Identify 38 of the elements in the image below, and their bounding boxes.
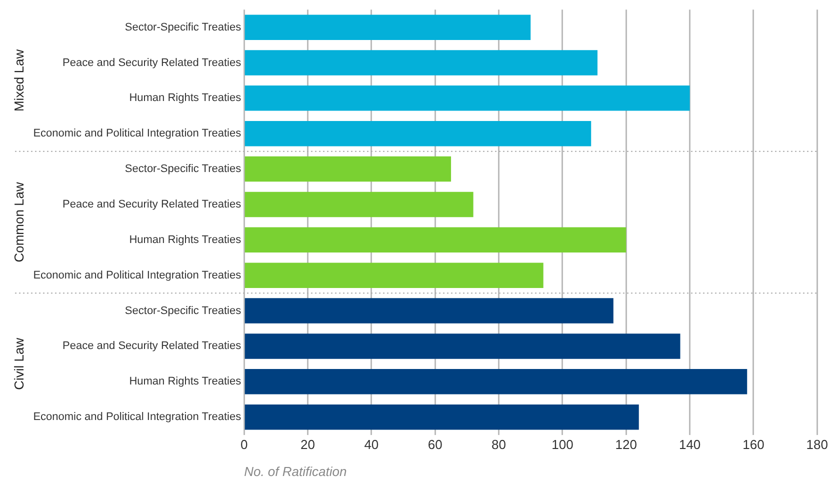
bar <box>244 334 680 359</box>
x-tick-label: 180 <box>806 437 828 452</box>
text: Civil Law <box>12 337 27 390</box>
bar <box>244 192 474 218</box>
y-tick-label: Peace and Security Related Treaties <box>62 56 242 69</box>
x-tick-label: 160 <box>742 437 764 452</box>
text: Common Law <box>12 181 27 262</box>
y-tick-label: Economic and Political Integration Treaties <box>33 128 242 140</box>
y-tick-label: Sector-Specific Treaties <box>124 304 242 317</box>
y-tick-label: Economic and Political Integration Treaties <box>33 269 242 282</box>
x-tick-label: 80 <box>492 437 506 452</box>
y-tick-label: Sector-Specific Treaties <box>124 163 242 176</box>
bar <box>244 86 690 111</box>
x-axis-title: No. of Ratification <box>244 464 347 479</box>
y-tick-label: Peace and Security Related Treaties <box>62 340 242 352</box>
bar <box>244 120 592 146</box>
x-tick-label: 0 <box>240 437 248 452</box>
bar <box>244 14 531 40</box>
y-tick-label: Sector-Specific Treaties <box>124 21 242 34</box>
bar <box>244 369 748 394</box>
x-tick-label: 40 <box>364 437 379 452</box>
bar <box>244 50 598 76</box>
x-tick-label: 140 <box>678 437 701 452</box>
y-tick-label: Human Rights Treaties <box>129 234 242 246</box>
bar <box>244 404 639 430</box>
bar <box>244 227 626 253</box>
x-tick-label: 100 <box>552 437 574 452</box>
y-tick-label: Human Rights Treaties <box>129 92 242 104</box>
bar <box>244 298 614 324</box>
bar <box>244 156 452 182</box>
x-tick-label: 120 <box>615 437 637 452</box>
y-tick-label: Human Rights Treaties <box>129 376 242 388</box>
x-tick-label: 60 <box>428 437 442 452</box>
text: Mixed Law <box>12 48 27 112</box>
x-tick-label: 20 <box>300 437 315 452</box>
bar <box>244 262 544 288</box>
y-tick-label: Peace and Security Related Treaties <box>62 198 242 211</box>
y-tick-label: Economic and Political Integration Treaties <box>33 411 242 424</box>
